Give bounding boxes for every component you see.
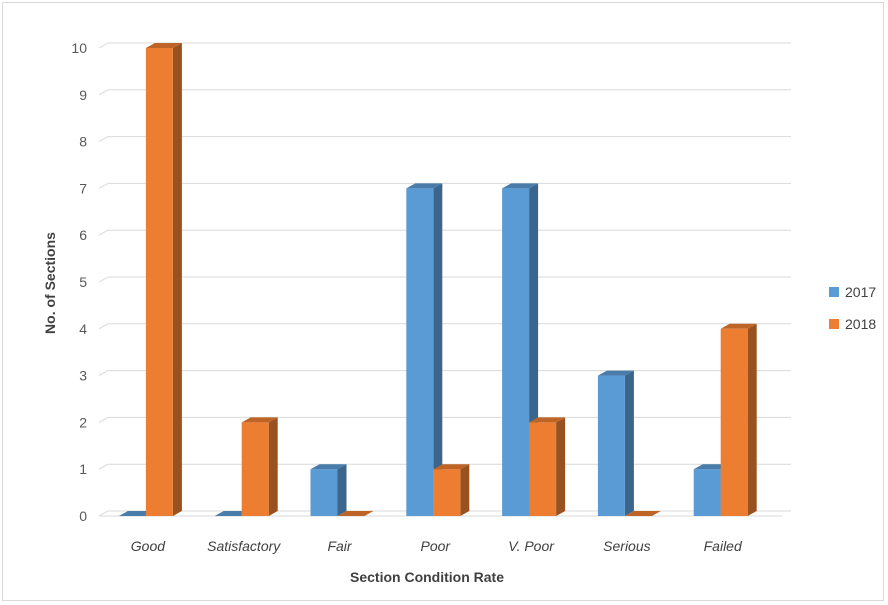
- gridline-diagonal: [98, 89, 109, 96]
- x-category-label: V. Poor: [508, 538, 555, 554]
- y-tick-label: 10: [71, 40, 87, 56]
- bar-side: [747, 323, 757, 516]
- legend-label: 2018: [845, 316, 876, 332]
- bar-front: [241, 422, 269, 516]
- gridline-diagonal: [98, 42, 109, 49]
- bar-2018-V. Poor: [529, 417, 566, 516]
- y-tick-label: 5: [79, 274, 87, 290]
- bar-front: [145, 48, 173, 516]
- y-tick-label: 8: [79, 134, 87, 150]
- y-axis-title: No. of Sections: [42, 232, 58, 334]
- gridline-diagonal: [98, 370, 109, 377]
- bar-top: [624, 511, 661, 516]
- bar-front: [529, 422, 557, 516]
- x-axis-categories: Good Satisfactory Fair Poor V. Poor Serious Fa…: [131, 538, 743, 554]
- gridline-diagonal: [98, 323, 109, 330]
- bars: [118, 43, 757, 516]
- gridline-diagonal: [98, 229, 109, 236]
- bar-top: [241, 417, 278, 423]
- bar-2018-Poor: [433, 464, 470, 516]
- bar-top: [310, 464, 347, 470]
- gridline-diagonal: [98, 416, 109, 423]
- gridline-diagonal: [98, 276, 109, 283]
- bar-2018-Failed: [720, 323, 757, 516]
- bar-2018-Serious: [624, 511, 661, 516]
- bar-top: [337, 511, 374, 516]
- bar-side: [624, 370, 634, 516]
- legend-swatch: [829, 287, 839, 297]
- y-axis-ticks: 0 1 2 3 4 5 6 7 8 9 10: [71, 40, 87, 524]
- bar-2017-Fair: [310, 464, 347, 516]
- bar-top: [406, 183, 443, 189]
- bar-top: [433, 464, 470, 470]
- bar-side: [337, 464, 347, 516]
- y-tick-label: 6: [79, 227, 87, 243]
- bar-front: [720, 328, 748, 516]
- bar-side: [172, 43, 182, 516]
- bar-side: [433, 183, 443, 516]
- legend-label: 2017: [845, 284, 876, 300]
- gridline-diagonal: [98, 463, 109, 470]
- legend-swatch: [829, 319, 839, 329]
- x-category-label: Poor: [421, 538, 452, 554]
- gridline-diagonal: [98, 136, 109, 143]
- x-category-label: Good: [131, 538, 166, 554]
- bar-top: [720, 323, 757, 329]
- x-category-label: Fair: [327, 538, 352, 554]
- bar-side: [268, 417, 278, 516]
- x-category-label: Serious: [603, 538, 650, 554]
- bar-top: [145, 43, 182, 48]
- bar-2018-Satisfactory: [241, 417, 278, 516]
- y-tick-label: 3: [79, 368, 87, 384]
- x-category-label: Satisfactory: [207, 538, 281, 554]
- x-category-label: Failed: [704, 538, 743, 554]
- y-tick-label: 7: [79, 180, 87, 196]
- y-tick-label: 4: [79, 321, 87, 337]
- y-tick-label: 9: [79, 87, 87, 103]
- y-tick-label: 2: [79, 414, 87, 430]
- bar-2017-Poor: [406, 183, 443, 516]
- bar-side: [556, 417, 566, 516]
- bar-front: [693, 469, 721, 516]
- bar-front: [502, 188, 530, 516]
- gridline-diagonal: [98, 182, 109, 189]
- bar-side: [460, 464, 470, 516]
- bar-2018-Fair: [337, 511, 374, 516]
- bar-chart: 0 1 2 3 4 5 6 7 8 9 10 Good Satisfactory Fair Poor V. …: [42, 40, 876, 585]
- bar-2018-Good: [145, 43, 182, 516]
- bar-front: [597, 375, 625, 516]
- bar-front: [310, 469, 338, 516]
- y-tick-label: 1: [79, 461, 87, 477]
- x-axis-title: Section Condition Rate: [350, 569, 504, 585]
- bar-top: [529, 417, 566, 423]
- bar-2017-Serious: [597, 370, 634, 516]
- gridline-diagonal: [98, 510, 109, 517]
- bar-top: [502, 183, 539, 189]
- legend: 2017 2018: [829, 284, 876, 332]
- bar-top: [597, 370, 634, 376]
- bar-front: [433, 469, 461, 516]
- gridlines: [98, 42, 791, 517]
- bar-front: [406, 188, 434, 516]
- y-tick-label: 0: [79, 508, 87, 524]
